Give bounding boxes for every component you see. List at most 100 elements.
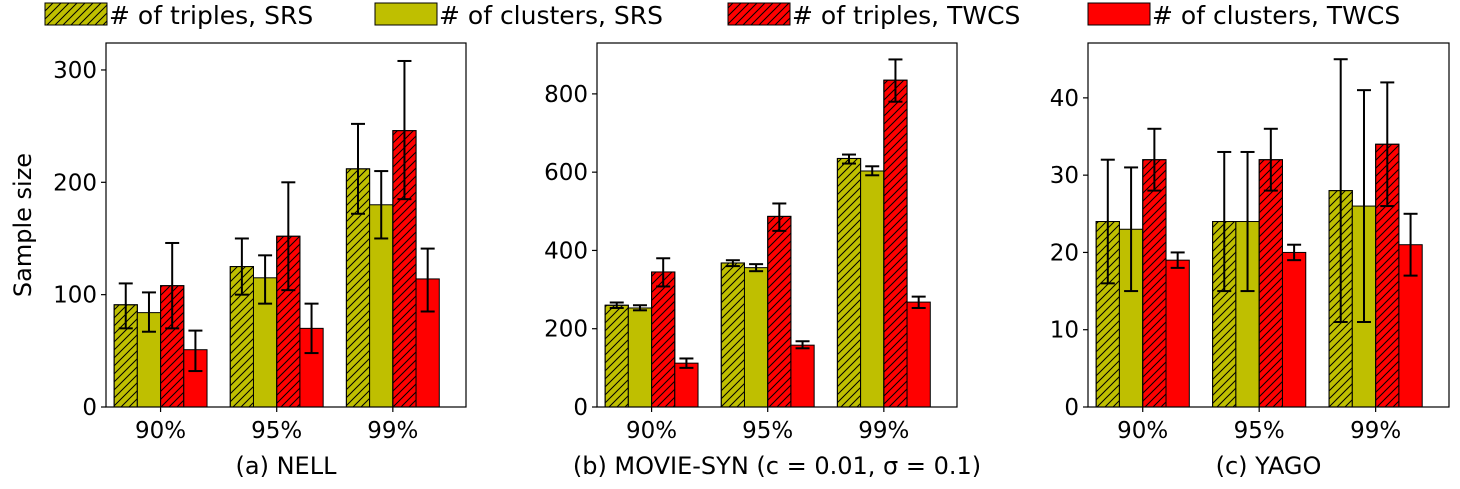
chart-panel: 0 100 200 300 90% 95% 99% (a) NELL Sample size	[9, 42, 467, 480]
y-tick-label: 10	[1050, 318, 1079, 344]
y-tick-label: 200	[53, 170, 97, 196]
bar	[1281, 251, 1307, 408]
error-bar	[795, 340, 810, 350]
x-tick-label: 90%	[135, 418, 186, 444]
legend-swatch	[1087, 2, 1151, 26]
y-axis-label: Sample size	[9, 153, 37, 297]
bar-hatch	[1142, 159, 1167, 408]
y-tick-label: 800	[544, 82, 588, 108]
x-tick-label: 95%	[251, 418, 302, 444]
error-bar	[1240, 150, 1255, 293]
error-bar	[1403, 212, 1418, 277]
legend-label: # of clusters, SRS	[439, 1, 663, 30]
legend-swatch	[374, 2, 438, 26]
panel-title: (a) NELL	[236, 452, 338, 480]
error-bar	[656, 257, 671, 288]
error-bar	[1147, 127, 1162, 192]
legend-item: # of triples, SRS	[44, 1, 313, 30]
error-bar	[1380, 81, 1395, 208]
error-bar	[351, 122, 365, 215]
bar-hatch	[836, 157, 862, 408]
y-tick-label: 30	[1050, 163, 1079, 189]
error-bar	[188, 329, 203, 373]
bar-hatch	[604, 304, 629, 408]
bar	[860, 170, 885, 408]
error-bar	[911, 295, 926, 309]
y-tick-label: 0	[573, 395, 588, 421]
error-bar	[842, 153, 856, 165]
y-tick-label: 40	[1050, 86, 1079, 112]
error-bar	[165, 241, 180, 330]
x-tick-label: 99%	[367, 418, 418, 444]
error-bar	[1263, 127, 1278, 192]
panel-title: (b) MOVIE-SYN (c = 0.01, σ = 0.1)	[573, 452, 981, 480]
error-bar	[1287, 243, 1302, 262]
error-bar	[1217, 150, 1232, 293]
bar	[674, 362, 699, 408]
error-bar	[1333, 58, 1348, 323]
chart-panel: 0 200 400 600 800 90% 95% 99% (b) MOVIE-SYN (c =…	[544, 42, 981, 480]
error-bar	[888, 58, 903, 103]
error-bar	[1170, 251, 1185, 269]
legend-swatch-hatch	[727, 2, 791, 26]
bar	[1165, 259, 1190, 408]
legend-item: # of clusters, SRS	[374, 1, 663, 30]
error-bar	[118, 282, 133, 330]
panel-title: (c) YAGO	[1216, 452, 1322, 480]
error-bar	[234, 237, 249, 296]
y-tick-label: 0	[1064, 395, 1079, 421]
legend-swatch-hatch	[44, 2, 108, 26]
legend-item: # of clusters, TWCS	[1087, 1, 1400, 30]
error-bar	[632, 304, 647, 312]
chart-panel: 0 10 20 30 40 90% 95% 99% (c) YAGO	[1050, 42, 1450, 480]
error-bar	[725, 259, 740, 268]
error-bar	[1124, 166, 1139, 293]
error-bar	[281, 181, 296, 292]
x-tick-label: 90%	[1117, 418, 1168, 444]
bar-hatch	[767, 215, 792, 408]
axes-frame	[105, 42, 467, 408]
error-bar	[304, 302, 319, 355]
error-bar	[374, 170, 389, 240]
y-tick-label: 100	[53, 283, 97, 309]
y-tick-label: 0	[82, 395, 97, 421]
error-bar	[865, 165, 880, 177]
legend-label: # of triples, TWCS	[792, 1, 1020, 30]
error-bar	[1100, 158, 1115, 285]
bar-hatch	[883, 79, 908, 408]
legend-label: # of triples, SRS	[109, 1, 313, 30]
legend: # of triples, SRS # of clusters, SRS # of …	[44, 1, 1400, 30]
axes-frame	[596, 42, 958, 408]
y-tick-label: 20	[1050, 240, 1079, 266]
x-tick-label: 95%	[1234, 418, 1285, 444]
error-bar	[772, 202, 787, 232]
x-tick-label: 99%	[1350, 418, 1401, 444]
bar	[627, 307, 653, 408]
bar	[790, 344, 815, 408]
legend-label: # of clusters, TWCS	[1152, 1, 1400, 30]
legend-item: # of triples, TWCS	[727, 1, 1020, 30]
y-tick-label: 200	[544, 317, 588, 343]
error-bar	[749, 263, 764, 273]
error-bar	[609, 301, 624, 309]
bar	[743, 267, 769, 408]
y-tick-label: 600	[544, 160, 588, 186]
bar-hatch	[720, 262, 745, 408]
y-tick-label: 300	[53, 58, 97, 84]
axes-frame	[1087, 42, 1450, 408]
x-tick-label: 99%	[858, 418, 909, 444]
error-bar	[420, 247, 435, 313]
x-tick-label: 95%	[742, 418, 793, 444]
error-bar	[679, 357, 694, 369]
bar-hatch	[1258, 159, 1283, 408]
error-bar	[1356, 89, 1371, 323]
error-bar	[141, 291, 156, 333]
bar	[906, 301, 931, 408]
x-tick-label: 90%	[626, 418, 677, 444]
error-bar	[397, 59, 412, 201]
y-tick-label: 400	[544, 238, 588, 264]
bar-hatch	[651, 271, 676, 408]
error-bar	[258, 254, 273, 305]
